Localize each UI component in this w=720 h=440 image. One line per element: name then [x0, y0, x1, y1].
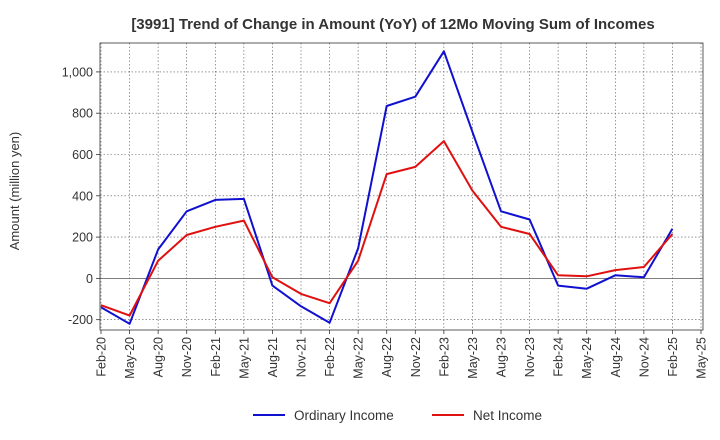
x-tick-label: May-22 [352, 337, 366, 379]
x-tick-label: Aug-21 [266, 337, 280, 377]
x-tick-label: Feb-25 [666, 337, 680, 377]
chart-title: [3991] Trend of Change in Amount (YoY) o… [131, 16, 654, 33]
y-axis-label: Amount (million yen) [7, 132, 22, 251]
x-tick-label: May-21 [237, 337, 251, 379]
x-tick-label: Nov-23 [523, 337, 537, 377]
y-tick-label: 200 [72, 231, 93, 245]
y-tick-label: -200 [68, 313, 93, 327]
x-tick-label: Aug-22 [380, 337, 394, 377]
legend-label: Net Income [473, 408, 542, 423]
series-line-ordinary-income [100, 50, 674, 325]
x-tick-label: Aug-24 [609, 337, 623, 377]
legend-item-ordinary-income: Ordinary Income [253, 408, 394, 423]
x-tick-label: Aug-20 [152, 337, 166, 377]
x-tick-label: Aug-23 [495, 337, 509, 377]
x-tick-label: Feb-24 [552, 337, 566, 377]
x-tick-label: Nov-24 [637, 337, 651, 377]
legend: Ordinary Income Net Income [253, 408, 542, 423]
x-tick-label: Nov-20 [180, 337, 194, 377]
y-tick-label: 0 [86, 272, 93, 286]
series-line-net-income [100, 140, 674, 317]
plot-frame [99, 42, 704, 331]
x-tick-label: Nov-22 [409, 337, 423, 377]
x-tick-label: May-25 [695, 337, 709, 379]
y-tick-label: 1,000 [62, 65, 93, 79]
y-tick-label: 800 [72, 107, 93, 121]
grid [100, 43, 703, 330]
x-tick-label: Feb-20 [95, 337, 109, 377]
x-ticks: Feb-20 May-20 Aug-20 Nov-20 Feb-21 May-21 Aug-… [95, 330, 709, 379]
x-tick-label: May-20 [123, 337, 137, 379]
legend-label: Ordinary Income [294, 408, 394, 423]
series-layer [100, 50, 674, 325]
x-tick-label: May-24 [580, 337, 594, 379]
y-tick-label: 400 [72, 189, 93, 203]
x-tick-label: May-23 [466, 337, 480, 379]
x-tick-label: Feb-23 [437, 337, 451, 377]
y-ticks: -200 0 200 400 600 800 1,000 [62, 65, 100, 327]
x-tick-label: Feb-22 [323, 337, 337, 377]
x-tick-label: Nov-21 [295, 337, 309, 377]
y-tick-label: 600 [72, 148, 93, 162]
x-tick-label: Feb-21 [209, 337, 223, 377]
legend-item-net-income: Net Income [432, 408, 542, 423]
